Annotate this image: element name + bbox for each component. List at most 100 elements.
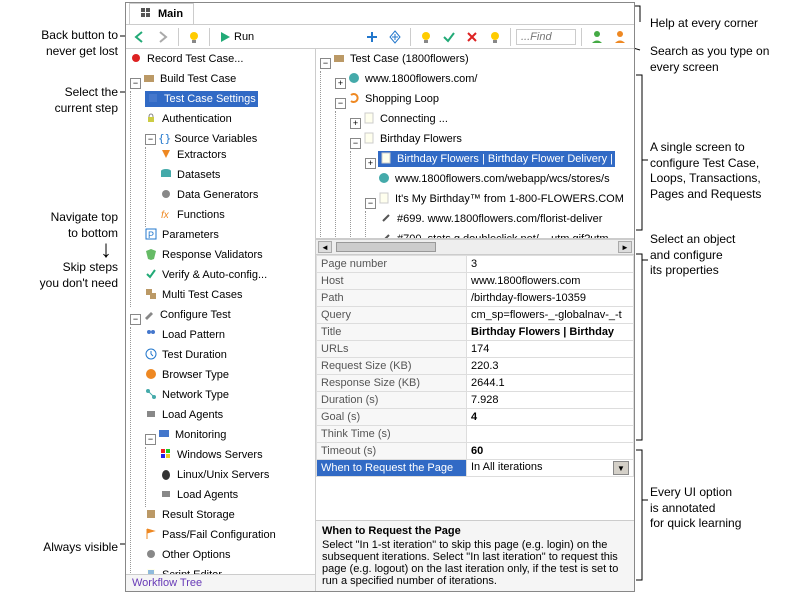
find-input[interactable] — [516, 29, 576, 45]
tc-req700[interactable]: #700. stats.g.doubleclick.net/__utm.gif?… — [380, 231, 609, 239]
toolbar: Run — [126, 25, 634, 49]
linux-icon — [160, 468, 174, 482]
tc-url1[interactable]: www.1800flowers.com/ — [348, 71, 478, 87]
tree-build[interactable]: Build Test Case — [143, 71, 236, 87]
forward-button[interactable] — [153, 27, 173, 47]
expander[interactable]: − — [145, 134, 156, 145]
prop-value[interactable]: 7.928 — [467, 392, 634, 409]
help2-button[interactable] — [416, 27, 436, 47]
h-scrollbar[interactable]: ◄ ► — [316, 239, 634, 255]
tc-connecting[interactable]: Connecting ... — [363, 111, 448, 127]
tree-win-servers[interactable]: Windows Servers — [160, 447, 263, 463]
expander[interactable]: − — [145, 434, 156, 445]
testcase-tree[interactable]: −Test Case (1800flowers) +www.1800flower… — [316, 49, 634, 239]
tc-itsmy[interactable]: It's My Birthday™ from 1-800-FLOWERS.COM — [378, 191, 624, 207]
tree-load-agents[interactable]: Load Agents — [145, 407, 223, 423]
x-icon — [465, 30, 479, 44]
tc-loop[interactable]: Shopping Loop — [348, 91, 439, 107]
add-diamond-button[interactable] — [385, 27, 405, 47]
tree-record[interactable]: Record Test Case... — [130, 51, 243, 67]
tree-params[interactable]: PParameters — [145, 227, 219, 243]
expander[interactable]: − — [320, 58, 331, 69]
tc-birthday[interactable]: Birthday Flowers — [363, 131, 462, 147]
tc-bf-title[interactable]: Birthday Flowers | Birthday Flower Deliv… — [378, 151, 615, 167]
delete-button[interactable] — [462, 27, 482, 47]
prop-key: Response Size (KB) — [317, 375, 467, 392]
expander[interactable]: + — [350, 118, 361, 129]
tree-load-agents2[interactable]: Load Agents — [160, 487, 238, 503]
tree-src-vars[interactable]: {}Source Variables — [158, 131, 257, 147]
prop-value[interactable]: 220.3 — [467, 358, 634, 375]
tree-load-pattern[interactable]: Load Pattern — [145, 327, 225, 343]
tree-functions[interactable]: fxFunctions — [160, 207, 225, 223]
prop-value[interactable]: Birthday Flowers | Birthday — [467, 324, 634, 341]
prop-value[interactable]: /birthday-flowers-10359 — [467, 290, 634, 307]
prop-value[interactable]: 174 — [467, 341, 634, 358]
tree-validators[interactable]: Response Validators — [145, 247, 263, 263]
expander[interactable]: + — [335, 78, 346, 89]
tree-verify[interactable]: Verify & Auto-config... — [145, 267, 267, 283]
monitor-icon — [158, 428, 172, 442]
help-button[interactable] — [184, 27, 204, 47]
workflow-tree-pane: Record Test Case... −Build Test Case Tes… — [126, 49, 316, 591]
annotation-select-step: Select thecurrent step — [8, 85, 118, 116]
fx-icon: fx — [160, 208, 174, 222]
expander[interactable]: − — [130, 314, 141, 325]
wrench-icon — [143, 308, 157, 322]
prop-value[interactable]: 2644.1 — [467, 375, 634, 392]
tree-linux-servers[interactable]: Linux/Unix Servers — [160, 467, 269, 483]
disk-icon — [145, 508, 159, 522]
tree-monitoring[interactable]: Monitoring — [158, 427, 226, 443]
prop-value[interactable]: www.1800flowers.com — [467, 273, 634, 290]
prop-value[interactable] — [467, 426, 634, 443]
add-button[interactable] — [362, 27, 382, 47]
tree-script[interactable]: Script Editor — [145, 567, 222, 574]
annotation-single-screen: A single screen toconfigure Test Case,Lo… — [650, 140, 761, 202]
page-icon — [363, 132, 377, 146]
workflow-tree-label: Workflow Tree — [126, 574, 315, 591]
tree-extractors[interactable]: Extractors — [160, 147, 227, 163]
workflow-tree[interactable]: Record Test Case... −Build Test Case Tes… — [126, 49, 315, 574]
tree-other[interactable]: Other Options — [145, 547, 230, 563]
tree-duration[interactable]: Test Duration — [145, 347, 227, 363]
prop-value[interactable]: cm_sp=flowers-_-globalnav-_-t — [467, 307, 634, 324]
prop-key: Host — [317, 273, 467, 290]
back-button[interactable] — [130, 27, 150, 47]
user1-button[interactable] — [587, 27, 607, 47]
tree-configure[interactable]: Configure Test — [143, 307, 231, 323]
dropdown-toggle[interactable]: ▼ — [613, 461, 629, 475]
tree-multi[interactable]: Multi Test Cases — [145, 287, 243, 303]
prop-value[interactable]: 3 — [467, 256, 634, 273]
tc-root[interactable]: Test Case (1800flowers) — [333, 51, 469, 67]
run-button[interactable]: Run — [215, 27, 258, 47]
tree-result-storage[interactable]: Result Storage — [145, 507, 235, 523]
tree-passfail[interactable]: Pass/Fail Configuration — [145, 527, 276, 543]
record-icon — [130, 52, 144, 66]
expander[interactable]: − — [130, 78, 141, 89]
user2-button[interactable] — [610, 27, 630, 47]
tree-auth[interactable]: Authentication — [145, 111, 232, 127]
tree-browser[interactable]: Browser Type — [145, 367, 229, 383]
prop-key: Goal (s) — [317, 409, 467, 426]
prop-value[interactable]: 4 — [467, 409, 634, 426]
tab-main[interactable]: Main — [129, 3, 194, 24]
globe-icon — [145, 368, 159, 382]
prop-value[interactable]: In All iterations▼ — [467, 460, 634, 477]
prop-value[interactable]: 60 — [467, 443, 634, 460]
annotation-help-corner: Help at every corner — [650, 16, 758, 32]
tree-settings[interactable]: Test Case Settings — [145, 91, 258, 107]
expander[interactable]: − — [335, 98, 346, 109]
scroll-left-button[interactable]: ◄ — [318, 241, 332, 253]
tc-url2[interactable]: www.1800flowers.com/webapp/wcs/stores/s — [378, 171, 610, 187]
scroll-right-button[interactable]: ► — [618, 241, 632, 253]
tree-network[interactable]: Network Type — [145, 387, 229, 403]
tc-req699[interactable]: #699. www.1800flowers.com/florist-delive… — [380, 211, 602, 227]
tree-datagen[interactable]: Data Generators — [160, 187, 258, 203]
scroll-thumb[interactable] — [336, 242, 436, 252]
help3-button[interactable] — [485, 27, 505, 47]
tree-datasets[interactable]: Datasets — [160, 167, 220, 183]
expander[interactable]: − — [365, 198, 376, 209]
expander[interactable]: + — [365, 158, 376, 169]
check-button[interactable] — [439, 27, 459, 47]
expander[interactable]: − — [350, 138, 361, 149]
